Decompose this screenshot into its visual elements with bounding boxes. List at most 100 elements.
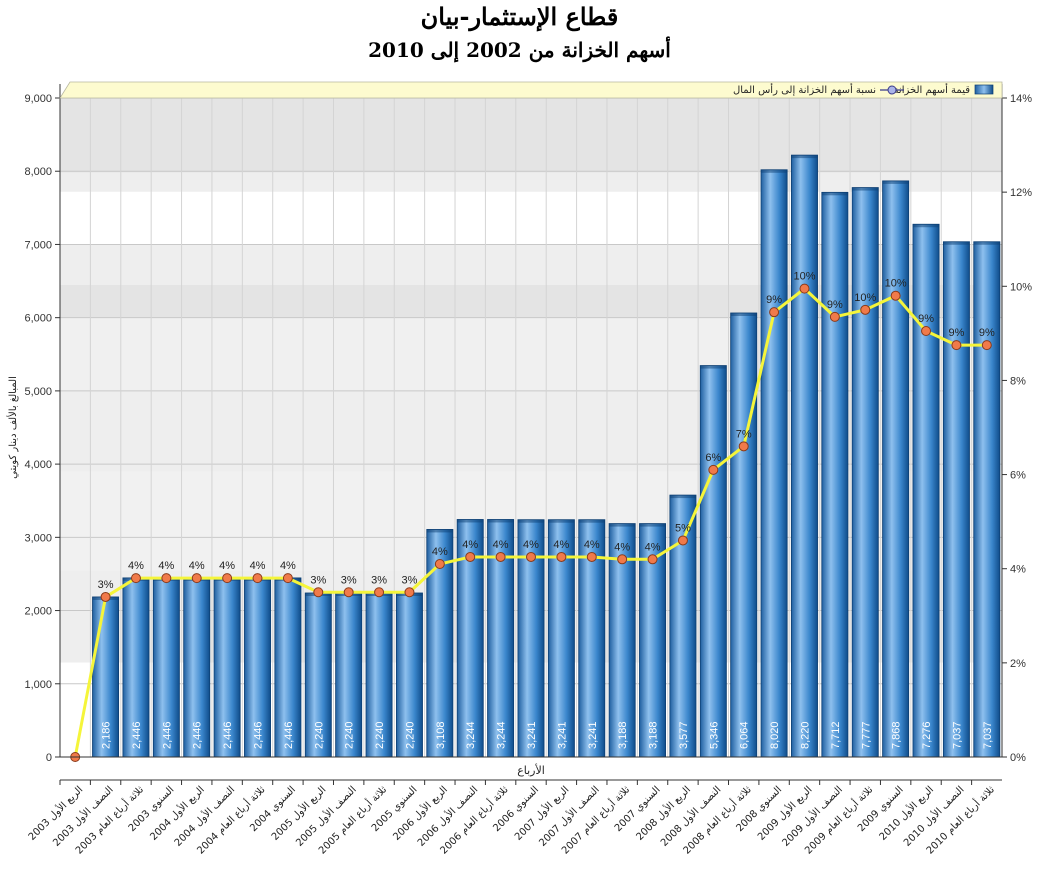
bar-value-label: 2,240 — [404, 721, 416, 749]
bar-value-label: 2,446 — [283, 721, 295, 749]
y2-tick-label: 8% — [1010, 375, 1026, 387]
legend-label-bar: قيمة أسهم الخزانة — [894, 83, 971, 96]
ratio-line-series: 3% 4% 4% 4% 4% 4% 4% 3% 3% 3% 3% 4% 4% 4% 4% 4% 4% 4% 4% 5%… — [70, 271, 995, 762]
bar — [791, 154, 818, 758]
bar-top-edge — [578, 519, 605, 523]
y-tick-label: 6,000 — [24, 313, 52, 325]
bar-value-label: 3,244 — [465, 721, 477, 749]
x-tick-label: الربع الأول 2006 — [390, 783, 450, 843]
x-tick-label: الربع الأول 2009 — [755, 783, 815, 843]
ratio-point — [617, 554, 628, 565]
y-tick-label: 2,000 — [24, 606, 52, 618]
bar-top-edge — [700, 365, 727, 369]
bar-value-label: 2,446 — [131, 721, 143, 749]
x-tick-label: الربع الأول 2008 — [633, 783, 693, 843]
ratio-value-label: 4% — [584, 539, 600, 551]
bar — [882, 180, 910, 758]
y-tick-label: 7,000 — [24, 239, 52, 251]
bar — [122, 577, 150, 758]
ratio-point — [343, 587, 354, 598]
ratio-point — [526, 551, 536, 562]
bar-top-edge — [943, 241, 970, 245]
ratio-point — [586, 551, 597, 562]
ratio-value-label: 4% — [250, 560, 266, 572]
bar — [274, 577, 302, 758]
bar — [973, 241, 1001, 758]
ratio-point — [799, 283, 810, 294]
y-tick-label: 9,000 — [24, 93, 52, 105]
ratio-point — [495, 551, 506, 562]
ratio-value-label: 6% — [705, 452, 721, 464]
ratio-point — [890, 290, 901, 301]
bar-top-edge — [639, 523, 666, 527]
bar-value-label: 5,346 — [708, 721, 720, 749]
bar-value-label: 2,240 — [374, 721, 386, 749]
bar-top-edge — [517, 519, 545, 523]
bar-value-label: 2,240 — [344, 721, 356, 749]
bar-top-edge — [426, 529, 453, 533]
legend: قيمة أسهم الخزانة نسبة أسهم الخزانة إلى ر… — [59, 81, 1003, 99]
bar-value-label: 3,577 — [678, 721, 690, 749]
bar-top-edge — [487, 519, 514, 523]
ratio-point — [921, 326, 932, 337]
y2-tick-label: 2% — [1010, 658, 1026, 670]
bar-top-edge — [912, 224, 940, 228]
bar-value-label: 6,064 — [739, 721, 751, 749]
y-tick-label: 3,000 — [24, 532, 52, 544]
bar — [821, 191, 849, 758]
ratio-value-label: 4% — [189, 560, 205, 572]
bar-value-label: 7,777 — [860, 721, 872, 749]
bar — [365, 592, 393, 758]
ratio-value-label: 3% — [310, 574, 326, 586]
y-axis-title: المبالغ بالألف دينار كويتي — [6, 376, 19, 479]
ratio-value-label: 9% — [948, 327, 964, 339]
chart-subtitle: أسهم الخزانة من 2002 إلى 2010 — [368, 38, 671, 62]
ratio-point — [829, 311, 840, 322]
ratio-point — [769, 307, 780, 318]
bar-value-label: 2,446 — [222, 721, 234, 749]
ratio-value-label: 9% — [918, 313, 934, 325]
ratio-point — [374, 587, 385, 598]
y2-tick-label: 0% — [1010, 752, 1026, 764]
bar-top-edge — [973, 241, 1000, 245]
bar-value-label: 8,020 — [769, 721, 781, 749]
bar-top-edge — [669, 495, 697, 499]
bar — [183, 577, 211, 758]
x-tick-label: الربع الأول 2005 — [268, 783, 328, 843]
bar — [851, 187, 879, 758]
bar-value-label: 3,241 — [556, 721, 568, 749]
ratio-value-label: 4% — [493, 539, 509, 551]
bar — [942, 241, 970, 758]
y-tick-label: 8,000 — [24, 166, 52, 178]
bar-value-label: 3,241 — [587, 721, 599, 749]
ratio-point — [708, 464, 719, 475]
ratio-value-label: 4% — [158, 560, 174, 572]
ratio-value-label: 4% — [553, 539, 569, 551]
bar — [244, 577, 271, 758]
ratio-value-label: 9% — [827, 299, 843, 311]
bar-top-edge — [457, 519, 484, 523]
y-tick-label: 1,000 — [24, 679, 52, 691]
ratio-point — [860, 304, 871, 315]
y2-tick-label: 14% — [1010, 93, 1032, 105]
bar-top-edge — [821, 192, 848, 196]
bar-value-label: 3,188 — [648, 721, 660, 749]
bar-value-label: 3,241 — [526, 721, 538, 749]
ratio-value-label: 3% — [98, 579, 114, 591]
bar-value-label: 7,868 — [891, 721, 903, 749]
bar-value-label: 3,188 — [617, 721, 629, 749]
x-tick-label: الربع الأول 2004 — [147, 783, 207, 843]
bar-top-edge — [882, 180, 909, 184]
ratio-point — [130, 573, 141, 584]
chart-title: قطاع الإستثمار-بيان — [420, 2, 619, 31]
bar-value-label: 7,276 — [921, 721, 933, 749]
ratio-point — [222, 573, 233, 584]
ratio-value-label: 4% — [432, 546, 448, 558]
bar-value-labels: 2,186 2,446 2,446 2,446 2,446 2,446 2,446 2,240… — [101, 721, 994, 749]
bar-top-edge — [791, 155, 818, 159]
bar — [730, 312, 758, 758]
legend-line-marker — [887, 85, 897, 95]
ratio-value-label: 3% — [401, 574, 417, 586]
bar — [335, 592, 363, 758]
